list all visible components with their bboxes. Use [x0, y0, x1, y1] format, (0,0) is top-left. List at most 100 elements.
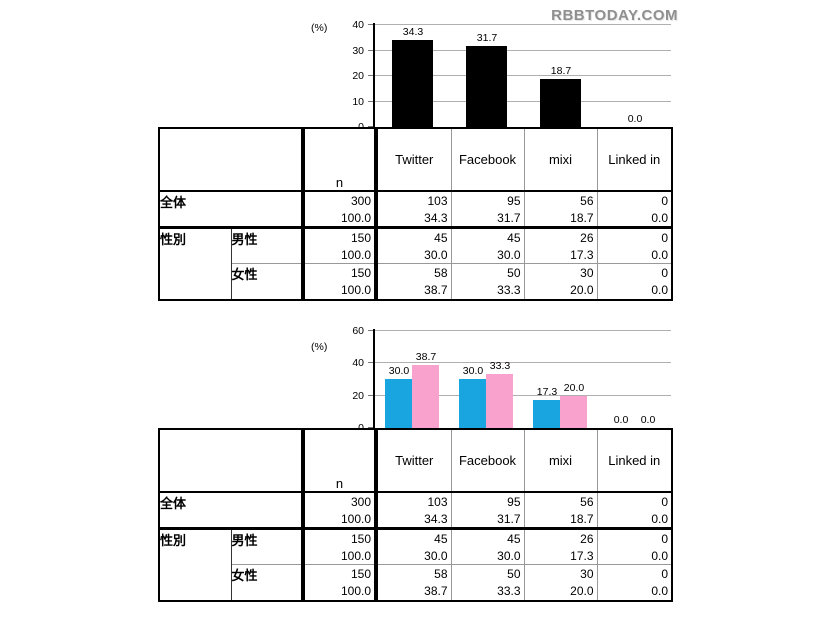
cell-n: 150 100.0 — [301, 227, 376, 264]
percent-value: 30.0 — [497, 248, 521, 262]
count-value: 26 — [580, 231, 594, 245]
count-value: 56 — [580, 194, 594, 208]
column-header-facebook: Facebook — [450, 429, 524, 493]
cell-mixi: 30 20.0 — [523, 263, 597, 300]
cell-twitter: 58 38.7 — [374, 564, 451, 601]
summary-table-top: n Twitter Facebook mixi Linked in 全体 300 100.0 1… — [158, 127, 673, 301]
count-value: 0 — [661, 194, 668, 208]
column-header-twitter: Twitter — [374, 429, 451, 493]
cell-linked-in: 0 0.0 — [596, 227, 672, 264]
table-row-female: 女性 150 100.0 58 38.7 50 33.3 30 20.0 0 0.0 — [159, 263, 672, 300]
corner-cell — [159, 429, 303, 493]
bar-label-twitter-s1: 38.7 — [415, 351, 437, 363]
bar-twitter-s1 — [412, 365, 439, 428]
count-value: 0 — [661, 532, 668, 546]
cell-linked-in: 0 0.0 — [596, 528, 672, 565]
table-row-male: 性別 男性 150 100.0 45 30.0 45 30.0 26 17.3 0 0.0 — [159, 528, 672, 601]
row-label-total: 全体 — [159, 492, 303, 530]
gridline-10 — [375, 101, 671, 102]
percent-value: 100.0 — [340, 248, 371, 262]
gridline-60 — [375, 330, 671, 331]
count-value: 300 — [350, 194, 371, 208]
y-tickmark-60 — [368, 330, 374, 331]
cell-facebook: 95 31.7 — [450, 492, 524, 530]
count-value: 30 — [580, 266, 594, 280]
percent-value: 100.0 — [340, 283, 371, 297]
cell-twitter: 103 34.3 — [374, 492, 451, 530]
y-tick-label-20: 20 — [352, 70, 364, 82]
count-value: 150 — [350, 266, 371, 280]
corner-cell — [159, 128, 303, 192]
count-value: 150 — [350, 567, 371, 581]
cell-mixi: 30 20.0 — [523, 564, 597, 601]
y-tick-label-40: 40 — [352, 357, 364, 369]
percent-value: 0.0 — [651, 283, 668, 297]
percent-value: 0.0 — [651, 248, 668, 262]
table-row-female: 女性 150 100.0 58 38.7 50 33.3 30 20.0 0 0.0 — [159, 564, 672, 601]
y-axis-unit-label: (%) — [311, 341, 328, 353]
y-tickmark-40 — [368, 24, 374, 25]
count-value: 58 — [434, 567, 448, 581]
count-value: 103 — [427, 495, 448, 509]
percent-value: 20.0 — [570, 283, 594, 297]
percent-value: 17.3 — [570, 549, 594, 563]
column-header-facebook: Facebook — [450, 128, 524, 192]
gridline-20 — [375, 75, 671, 76]
cell-facebook: 50 33.3 — [450, 263, 524, 300]
cell-facebook: 45 30.0 — [450, 528, 524, 565]
bar-twitter-s0 — [392, 40, 433, 127]
gridline-40 — [375, 24, 671, 25]
cell-twitter: 45 30.0 — [374, 528, 451, 565]
percent-value: 0.0 — [651, 584, 668, 598]
bar-label-mixi-s0: 17.3 — [536, 386, 558, 398]
count-value: 150 — [350, 231, 371, 245]
cell-mixi: 56 18.7 — [523, 492, 597, 530]
y-tick-label-60: 60 — [352, 325, 364, 337]
percent-value: 38.7 — [424, 283, 448, 297]
row-label-female: 女性 — [231, 568, 258, 583]
count-value: 0 — [661, 231, 668, 245]
table-row-total: 全体 300 100.0 103 34.3 95 31.7 56 18.7 0 0.0 — [159, 191, 672, 229]
cell-linked-in: 0 0.0 — [596, 564, 672, 601]
cell-facebook: 50 33.3 — [450, 564, 524, 601]
column-header-linked-in: Linked in — [596, 128, 672, 192]
percent-value: 33.3 — [497, 584, 521, 598]
column-header-twitter: Twitter — [374, 128, 451, 192]
bar-label-facebook-s0: 31.7 — [476, 32, 498, 44]
cell-linked-in: 0 0.0 — [596, 191, 672, 229]
column-header-mixi: mixi — [523, 128, 597, 192]
count-value: 30 — [580, 567, 594, 581]
column-header-linked-in: Linked in — [596, 429, 672, 493]
y-tick-label-40: 40 — [352, 19, 364, 31]
bar-mixi-s0 — [540, 79, 581, 127]
bar-label-twitter-s0: 34.3 — [402, 26, 424, 38]
cell-twitter: 45 30.0 — [374, 227, 451, 264]
cell-twitter: 58 38.7 — [374, 263, 451, 300]
y-tickmark-0 — [368, 126, 374, 127]
bar-label-linked-in-s0: 0.0 — [627, 113, 643, 125]
bar-label-facebook-s0: 30.0 — [462, 365, 484, 377]
table-row-male: 性別 男性 150 100.0 45 30.0 45 30.0 26 17.3 0 0.0 — [159, 227, 672, 300]
header-row: n Twitter Facebook mixi Linked in — [159, 128, 672, 192]
percent-value: 34.3 — [424, 512, 448, 526]
percent-value: 30.0 — [424, 248, 448, 262]
percent-value: 100.0 — [340, 512, 371, 526]
count-value: 45 — [434, 532, 448, 546]
count-value: 0 — [661, 266, 668, 280]
percent-value: 100.0 — [340, 584, 371, 598]
bar-mixi-s1 — [560, 396, 587, 428]
cell-facebook: 95 31.7 — [450, 191, 524, 229]
bar-label-twitter-s0: 30.0 — [388, 365, 410, 377]
y-tick-label-10: 10 — [352, 96, 364, 108]
percent-value: 0.0 — [651, 549, 668, 563]
row-label-female: 女性 — [231, 267, 258, 282]
row-label-gender: 性別 — [159, 528, 232, 601]
percent-value: 31.7 — [497, 512, 521, 526]
bar-label-linked-in-s0: 0.0 — [613, 414, 629, 426]
percent-value: 0.0 — [651, 211, 668, 225]
count-value: 95 — [507, 495, 521, 509]
summary-table-bottom: n Twitter Facebook mixi Linked in 全体 300 100.0 1… — [158, 428, 673, 602]
cell-n: 300 100.0 — [301, 191, 376, 229]
